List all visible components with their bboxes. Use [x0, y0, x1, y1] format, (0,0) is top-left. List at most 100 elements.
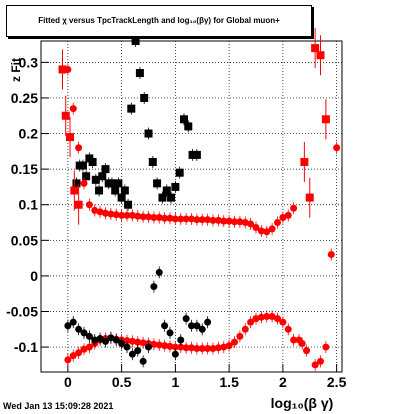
square-marker: [61, 111, 70, 120]
circle-marker: [241, 325, 249, 333]
circle-marker: [177, 215, 185, 223]
x-tick-label: 2: [279, 374, 287, 390]
circle-marker: [327, 251, 335, 259]
circle-marker: [69, 318, 77, 326]
square-marker: [300, 158, 309, 167]
circle-marker: [91, 336, 99, 344]
circle-marker: [193, 216, 201, 224]
circle-marker: [107, 334, 115, 342]
square-marker: [101, 165, 110, 174]
circle-marker: [220, 217, 228, 225]
square-marker: [120, 186, 129, 195]
circle-marker: [107, 210, 115, 218]
circle-marker: [155, 268, 163, 276]
y-tick-label: 0: [30, 268, 38, 284]
circle-marker: [177, 343, 185, 351]
circle-marker: [134, 338, 142, 346]
circle-marker: [150, 214, 158, 222]
circle-marker: [171, 215, 179, 223]
circle-marker: [204, 318, 212, 326]
circle-marker: [182, 315, 190, 323]
circle-marker: [279, 214, 287, 222]
square-marker: [162, 186, 171, 195]
circle-marker: [155, 214, 163, 222]
circle-marker: [322, 343, 330, 351]
square-marker: [107, 179, 116, 188]
y-tick-label: 0.25: [11, 90, 38, 106]
circle-marker: [150, 340, 158, 348]
circle-marker: [290, 336, 298, 344]
square-marker: [82, 172, 91, 181]
circle-marker: [257, 227, 265, 235]
x-tick-label: 1.5: [219, 374, 239, 390]
square-marker: [153, 179, 162, 188]
circle-marker: [209, 216, 217, 224]
circle-marker: [225, 342, 233, 350]
circle-marker: [252, 223, 260, 231]
circle-marker: [252, 315, 260, 323]
circle-marker: [123, 343, 131, 351]
circle-marker: [171, 350, 179, 358]
circle-marker: [257, 313, 265, 321]
square-marker: [167, 193, 176, 202]
circle-marker: [69, 352, 77, 360]
circle-marker: [171, 343, 179, 351]
y-tick-label: 0.15: [11, 161, 38, 177]
circle-marker: [279, 318, 287, 326]
x-tick-label: 0: [64, 374, 72, 390]
square-marker: [78, 161, 87, 170]
chart-title: Fitted χ versus TpcTrackLength and log₁₀…: [38, 16, 280, 25]
x-tick-label: 1: [171, 374, 179, 390]
circle-marker: [145, 343, 152, 351]
circle-marker: [166, 342, 174, 350]
square-marker: [114, 179, 123, 188]
circle-marker: [247, 318, 255, 326]
circle-marker: [102, 209, 109, 217]
circle-marker: [236, 218, 244, 226]
circle-marker: [225, 217, 233, 225]
circle-marker: [247, 220, 255, 228]
circle-marker: [263, 228, 271, 236]
square-marker: [72, 179, 81, 188]
circle-marker: [284, 325, 292, 333]
circle-marker: [75, 325, 83, 333]
circle-marker: [85, 201, 93, 209]
square-marker: [305, 193, 314, 202]
y-axis-label: z Fit: [9, 58, 23, 82]
circle-marker: [64, 356, 72, 364]
circle-marker: [75, 349, 83, 357]
square-marker: [117, 193, 126, 202]
square-marker: [144, 129, 153, 138]
x-tick-label: 2.5: [327, 374, 347, 390]
circle-marker: [85, 332, 93, 340]
square-marker: [70, 186, 79, 195]
square-marker: [188, 150, 197, 159]
circle-marker: [134, 212, 142, 220]
circle-marker: [161, 322, 169, 330]
y-tick-label: 0.1: [19, 197, 39, 213]
y-tick-label: 0.3: [19, 54, 39, 70]
circle-marker: [274, 219, 281, 227]
y-tick-label: 0.2: [19, 126, 39, 142]
circle-marker: [188, 215, 195, 223]
square-marker: [316, 51, 325, 60]
circle-marker: [128, 211, 136, 219]
timestamp: Wed Jan 13 15:09:28 2021: [3, 401, 114, 411]
square-marker: [58, 65, 67, 74]
circle-marker: [139, 357, 147, 365]
circle-marker: [80, 329, 88, 337]
circle-marker: [118, 340, 126, 348]
circle-marker: [188, 344, 195, 352]
circle-marker: [298, 340, 306, 348]
circle-marker: [123, 211, 131, 219]
circle-marker: [303, 347, 311, 355]
circle-marker: [204, 216, 212, 224]
circle-marker: [236, 332, 244, 340]
circle-marker: [112, 336, 120, 344]
y-tick-label: 0.05: [11, 232, 38, 248]
circle-marker: [80, 345, 88, 353]
square-marker: [98, 172, 107, 181]
circle-marker: [188, 322, 195, 330]
square-marker: [127, 104, 136, 113]
